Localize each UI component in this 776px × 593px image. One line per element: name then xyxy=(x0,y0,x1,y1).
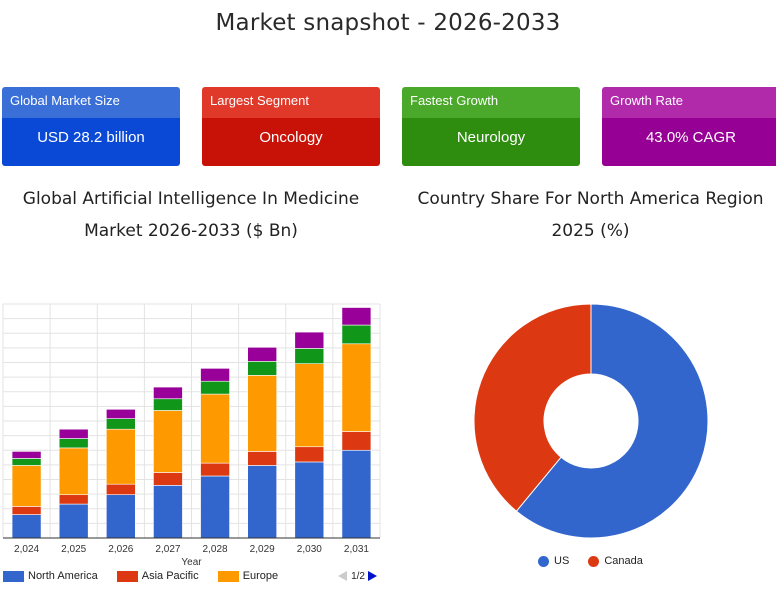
donut-slice-canada[interactable] xyxy=(473,303,592,512)
bar-segment[interactable] xyxy=(106,494,136,539)
legend-label: Asia Pacific xyxy=(141,570,199,582)
donut-slice-us[interactable] xyxy=(515,303,709,539)
bar-segment[interactable] xyxy=(294,363,325,448)
bar-segment[interactable] xyxy=(247,451,277,466)
pie-chart-legend: US Canada xyxy=(538,555,643,567)
bar-segment[interactable] xyxy=(11,458,42,466)
bar-chart-legend: North America Asia Pacific Europe xyxy=(3,570,278,582)
kpi-card-header: Growth Rate xyxy=(602,87,776,118)
bar-segment[interactable] xyxy=(11,451,42,459)
bar-segment[interactable] xyxy=(294,461,325,539)
prev-page-icon[interactable] xyxy=(338,571,348,582)
kpi-card-header: Fastest Growth xyxy=(402,87,580,118)
legend-label: US xyxy=(554,555,570,567)
bar-segment[interactable] xyxy=(200,475,230,539)
bar-chart: 2,024 2,025 2,026 2,027 2,028 2,029 2,030 2,031… xyxy=(2,303,381,568)
next-page-icon[interactable] xyxy=(368,571,378,582)
x-tick-label: 2,030 xyxy=(297,544,322,555)
bar-segment[interactable] xyxy=(11,465,42,507)
kpi-card-value: 43.0% CAGR xyxy=(602,118,776,166)
bar-segment[interactable] xyxy=(11,514,42,539)
legend-dot xyxy=(588,555,600,567)
x-tick-label: 2,027 xyxy=(155,544,180,555)
bar-segment[interactable] xyxy=(58,503,89,539)
pie-chart-title-line1: Country Share For North America Region xyxy=(417,189,764,209)
bar-segment[interactable] xyxy=(58,438,89,449)
x-axis-label: Year xyxy=(181,557,202,568)
bar-chart-title-line1: Global Artificial Intelligence In Medici… xyxy=(22,189,360,209)
kpi-card-value: Oncology xyxy=(202,118,380,166)
bar-segment[interactable] xyxy=(153,398,183,411)
legend-swatch xyxy=(217,570,239,582)
bar-segment[interactable] xyxy=(58,447,89,496)
bar-chart-title: Global Artificial Intelligence In Medici… xyxy=(0,183,382,247)
kpi-card-largest-segment: Largest Segment Oncology xyxy=(202,87,380,166)
bar-segment[interactable] xyxy=(294,331,325,349)
bar-segment[interactable] xyxy=(11,506,42,515)
legend-label: North America xyxy=(28,570,98,582)
donut-chart xyxy=(473,303,709,539)
kpi-card-growth-rate: Growth Rate 43.0% CAGR xyxy=(602,87,776,166)
x-tick-label: 2,028 xyxy=(203,544,228,555)
legend-item-us[interactable]: US xyxy=(538,555,572,567)
bar-segment[interactable] xyxy=(200,380,230,395)
bar-segment[interactable] xyxy=(106,418,136,430)
x-tick-label: 2,026 xyxy=(108,544,133,555)
bar-segment[interactable] xyxy=(247,361,277,376)
bar-segment[interactable] xyxy=(153,485,183,539)
legend-item-canada[interactable]: Canada xyxy=(588,555,643,567)
bar-segment[interactable] xyxy=(200,368,230,382)
bar-segment[interactable] xyxy=(200,393,230,464)
legend-dot xyxy=(538,555,549,567)
legend-pager-label: 1/2 xyxy=(351,571,365,582)
bar-segment[interactable] xyxy=(341,324,372,345)
kpi-card-value: USD 28.2 billion xyxy=(2,118,180,166)
bar-segment[interactable] xyxy=(106,483,136,496)
kpi-card-fastest-growth: Fastest Growth Neurology xyxy=(402,87,580,166)
bar-segment[interactable] xyxy=(341,431,372,451)
kpi-card-header: Largest Segment xyxy=(202,87,380,118)
bar-segment[interactable] xyxy=(200,462,230,477)
pie-chart-title-line2: 2025 (%) xyxy=(551,221,630,241)
bar-segment[interactable] xyxy=(247,375,277,452)
legend-swatch xyxy=(3,570,24,582)
x-tick-label: 2,025 xyxy=(61,544,86,555)
legend-label: Europe xyxy=(242,570,279,582)
legend-label: Canada xyxy=(604,555,643,567)
bar-segment[interactable] xyxy=(58,494,89,505)
kpi-card-market-size: Global Market Size USD 28.2 billion xyxy=(2,87,180,166)
bar-segment[interactable] xyxy=(106,409,136,419)
bar-segment[interactable] xyxy=(153,386,183,400)
page-title: Market snapshot - 2026-2033 xyxy=(215,10,561,36)
legend-item-asia-pacific[interactable]: Asia Pacific xyxy=(116,570,202,582)
bar-segment[interactable] xyxy=(341,449,372,539)
kpi-card-header: Global Market Size xyxy=(2,87,180,118)
bar-segment[interactable] xyxy=(294,446,325,463)
bar-chart-title-line2: Market 2026-2033 ($ Bn) xyxy=(84,221,298,241)
bar-segment[interactable] xyxy=(341,343,372,432)
pie-chart-title: Country Share For North America Region 2… xyxy=(405,183,776,247)
x-tick-label: 2,024 xyxy=(14,544,39,555)
legend-item-europe[interactable]: Europe xyxy=(217,570,279,582)
bar-segment[interactable] xyxy=(294,348,325,364)
bar-segment[interactable] xyxy=(247,346,277,362)
bar-segment[interactable] xyxy=(247,465,277,539)
bar-segment[interactable] xyxy=(153,410,183,473)
legend-pager: 1/2 xyxy=(338,570,382,582)
bar-segment[interactable] xyxy=(58,428,89,439)
legend-swatch xyxy=(116,570,138,582)
bar-segment[interactable] xyxy=(341,307,372,326)
x-tick-label: 2,031 xyxy=(344,544,369,555)
bar-segment[interactable] xyxy=(153,472,183,486)
legend-item-north-america[interactable]: North America xyxy=(3,570,101,582)
bar-segment[interactable] xyxy=(106,428,136,485)
x-tick-label: 2,029 xyxy=(250,544,275,555)
kpi-card-value: Neurology xyxy=(402,118,580,166)
